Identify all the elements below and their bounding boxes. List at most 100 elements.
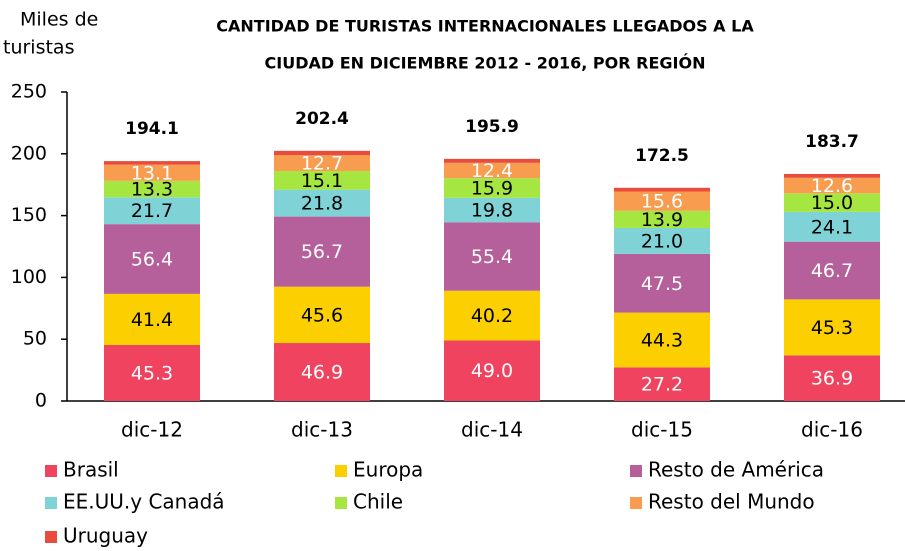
data-label: 45.3 [131, 363, 173, 385]
legend-label: Europa [353, 458, 423, 482]
legend-swatch [45, 497, 57, 509]
total-label: 183.7 [805, 132, 859, 152]
bar-segment [614, 227, 710, 254]
data-label: 49.0 [471, 360, 513, 382]
data-label: 56.4 [131, 248, 173, 270]
bar-segment [614, 210, 710, 228]
legend-label: EE.UU.y Canadá [63, 490, 225, 514]
data-label: 15.9 [471, 177, 513, 199]
legend-swatch [45, 465, 57, 477]
bar-segment [104, 224, 200, 294]
data-label: 15.1 [301, 170, 343, 192]
data-label: 45.3 [811, 317, 853, 339]
legend-label: Resto del Mundo [648, 490, 815, 514]
bar-segment [784, 241, 880, 300]
y-axis-label: turistas [3, 37, 74, 59]
y-tick-label: 50 [23, 328, 47, 350]
bar-segment [444, 340, 540, 401]
bar-segment [444, 290, 540, 341]
bar-segment [104, 164, 200, 181]
y-axis-label: Miles de [20, 9, 98, 31]
legend-label: Brasil [63, 458, 119, 482]
x-tick-label: dic-14 [461, 418, 523, 442]
data-label: 12.6 [811, 175, 853, 197]
data-label: 13.3 [131, 179, 173, 201]
legend-label: Resto de América [648, 458, 824, 482]
data-label: 21.8 [301, 193, 343, 215]
bar-segment [274, 189, 370, 217]
chart-title: CIUDAD EN DICIEMBRE 2012 - 2016, POR REG… [265, 54, 706, 73]
data-label: 12.7 [301, 153, 343, 175]
bar-segment [444, 197, 540, 223]
bar-segment [274, 155, 370, 171]
legend-label: Uruguay [63, 524, 148, 548]
data-label: 41.4 [131, 309, 173, 331]
bar-segment [104, 293, 200, 346]
bar-segment [614, 312, 710, 368]
legend-swatch [630, 497, 642, 509]
total-label: 202.4 [295, 109, 349, 129]
total-label: 195.9 [465, 117, 519, 137]
bar-segment [274, 170, 370, 190]
total-label: 172.5 [635, 146, 689, 166]
bar-segment [104, 345, 200, 401]
bar-segment [614, 367, 710, 401]
x-tick-label: dic-15 [631, 418, 693, 442]
data-label: 47.5 [641, 273, 683, 295]
bar-segment [784, 177, 880, 194]
y-tick-label: 150 [11, 204, 47, 226]
bar-segment [614, 191, 710, 211]
x-tick-label: dic-12 [121, 418, 183, 442]
data-label: 55.4 [471, 246, 513, 268]
legend-swatch [335, 465, 347, 477]
bar-segment [444, 178, 540, 198]
y-tick-label: 100 [11, 266, 47, 288]
bar-segment [274, 286, 370, 344]
y-tick-label: 250 [11, 81, 47, 103]
data-label: 36.9 [811, 368, 853, 390]
bar-segment [274, 216, 370, 287]
bar-segment [614, 253, 710, 313]
data-label: 46.7 [811, 260, 853, 282]
data-label: 21.7 [131, 200, 173, 222]
total-label: 194.1 [125, 119, 179, 139]
legend-label: Chile [353, 490, 403, 514]
data-label: 46.9 [301, 362, 343, 384]
data-label: 19.8 [471, 200, 513, 222]
data-label: 12.4 [471, 160, 513, 182]
data-label: 44.3 [641, 330, 683, 352]
data-label: 45.6 [301, 304, 343, 326]
legend-swatch [45, 531, 57, 543]
bar-segment [444, 162, 540, 179]
data-label: 56.7 [301, 241, 343, 263]
data-label: 21.0 [641, 230, 683, 252]
bar-segment [274, 343, 370, 401]
x-tick-label: dic-13 [291, 418, 353, 442]
data-label: 27.2 [641, 374, 683, 396]
bar-segment [614, 187, 710, 192]
legend-swatch [335, 497, 347, 509]
bar-segment [444, 158, 540, 163]
x-tick-label: dic-16 [801, 418, 863, 442]
bar-segment [784, 193, 880, 212]
bar-segment [104, 180, 200, 198]
data-label: 13.9 [641, 209, 683, 231]
bar-segment [784, 211, 880, 242]
bar-segment [444, 222, 540, 291]
data-label: 15.6 [641, 191, 683, 213]
bar-segment [104, 197, 200, 225]
data-label: 24.1 [811, 216, 853, 238]
chart-title: CANTIDAD DE TURISTAS INTERNACIONALES LLE… [216, 17, 754, 36]
data-label: 15.0 [811, 192, 853, 214]
data-label: 13.1 [131, 162, 173, 184]
legend-swatch [630, 465, 642, 477]
bar-segment [104, 161, 200, 165]
data-label: 40.2 [471, 305, 513, 327]
bar-segment [274, 150, 370, 156]
y-tick-label: 0 [35, 390, 47, 412]
bar-segment [784, 173, 880, 178]
bar-segment [784, 355, 880, 401]
bar-segment [784, 299, 880, 356]
y-tick-label: 200 [11, 142, 47, 164]
